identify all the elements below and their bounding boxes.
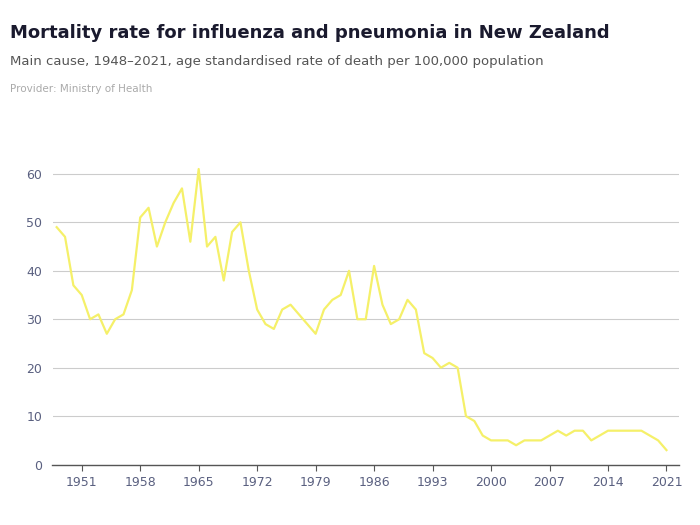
Text: Main cause, 1948–2021, age standardised rate of death per 100,000 population: Main cause, 1948–2021, age standardised …: [10, 55, 544, 68]
Text: figure.nz: figure.nz: [566, 19, 650, 36]
Text: Provider: Ministry of Health: Provider: Ministry of Health: [10, 84, 153, 94]
Text: Mortality rate for influenza and pneumonia in New Zealand: Mortality rate for influenza and pneumon…: [10, 24, 610, 41]
